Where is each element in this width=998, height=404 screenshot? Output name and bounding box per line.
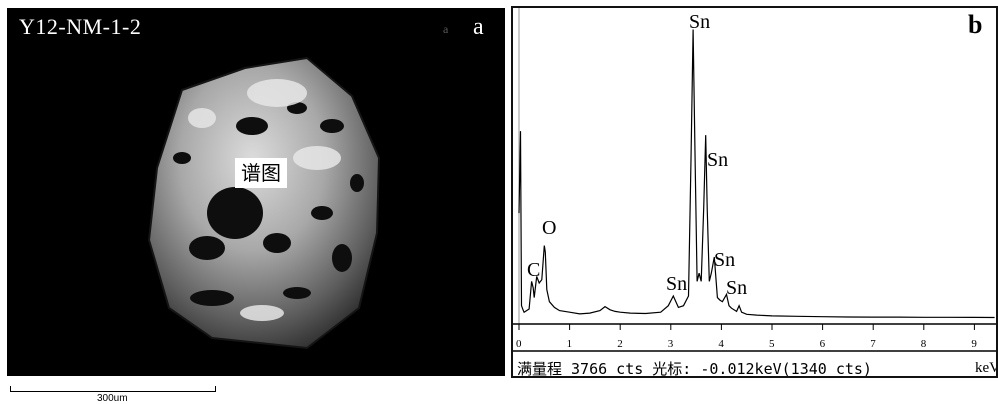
peak-label-o: O [542,217,557,239]
eds-spectrum-plot [513,8,996,352]
x-tick-label-3: 3 [667,338,674,350]
x-axis-ticks [518,324,975,330]
grain-pits [173,102,364,306]
spectrum-status-readout: 满量程 3766 cts 光标: -0.012keV(1340 cts) [517,360,872,378]
spectrum-point-label: 谱图 [235,158,287,188]
x-tick-label-5: 5 [769,338,775,350]
x-tick-label-9: 9 [971,338,977,350]
scalebar-label: 300um [97,393,128,404]
x-tick-label-7: 7 [870,338,876,350]
peak-label-sn-5: Sn [726,277,748,299]
grain-highlights [188,79,341,321]
x-tick-label-8: 8 [920,338,927,350]
faint-panel-letter: a [443,22,449,36]
panel-letter-b: b [968,10,983,39]
peak-label-sn-1: Sn [666,273,688,295]
mineral-grain [147,56,381,350]
peak-label-sn-4: Sn [714,249,736,271]
peak-label-sn-2: Sn [689,11,711,33]
x-tick-label-6: 6 [819,338,826,350]
scalebar-tick-right [215,386,216,392]
sem-grain-image [147,56,381,350]
x-axis-unit: keV [975,360,998,376]
x-tick-label-4: 4 [718,338,724,350]
spectrum-trace [518,29,995,319]
x-tick-label-0: 0 [516,338,522,350]
scalebar [10,391,216,392]
x-tick-label-1: 1 [566,338,573,350]
panel-letter-a: a [473,14,484,40]
sem-image-panel: Y12-NM-1-2 a a 谱图 [7,8,505,376]
peak-label-sn-3: Sn [707,149,729,171]
x-tick-label-2: 2 [617,338,623,350]
eds-spectrum-panel: b C O Sn Sn Sn Sn Sn 0 1 2 3 4 5 6 7 8 9 满量程 3766… [511,6,998,378]
sample-id-label: Y12-NM-1-2 [19,14,142,39]
peak-label-c: C [527,259,541,281]
scalebar-tick-left [10,386,11,392]
